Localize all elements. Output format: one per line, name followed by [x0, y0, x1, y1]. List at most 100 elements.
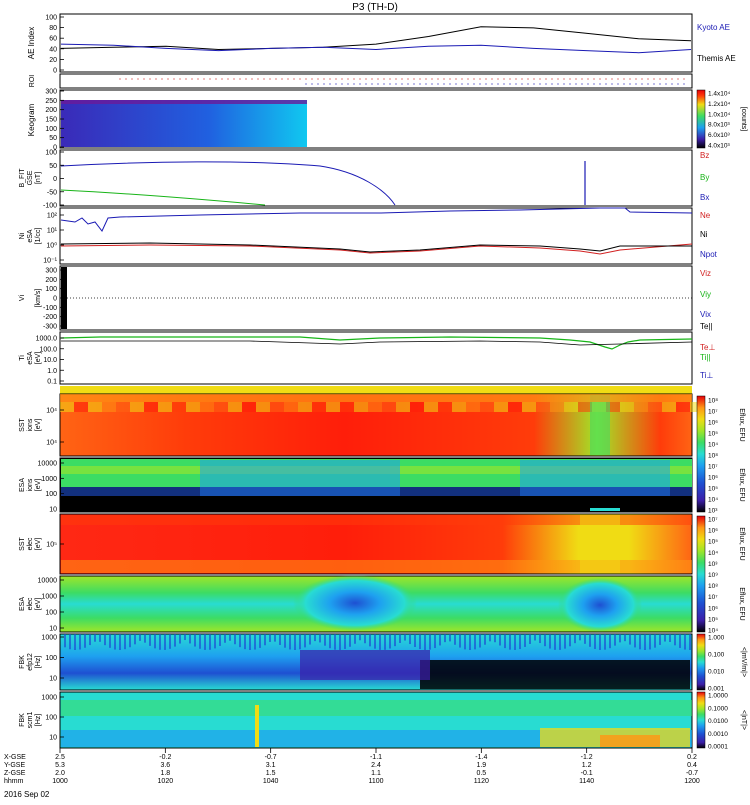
bfit-y-ticks: 100 50 0 -50 -100: [43, 150, 64, 210]
y-tick-label: -50: [47, 189, 57, 196]
roi-dot: [413, 78, 415, 80]
y-axis-label: SST: [19, 417, 26, 431]
roi-dot: [299, 78, 301, 80]
roi-dot: [521, 83, 523, 85]
fbk-efp-stripe: [484, 634, 486, 645]
fbk-efp-stripe: [104, 634, 106, 646]
vi-ylabel: Vi [km/s]: [19, 289, 42, 308]
sst-ions-bin: [550, 402, 564, 412]
roi-dot: [653, 83, 655, 85]
fbk-efp-colorbar-ticks: 1.000 0.100 0.010 0.001 <|mV/m|>: [708, 635, 747, 693]
time-row-value: 1200: [684, 778, 700, 785]
sst-ions-bin: [466, 402, 480, 412]
roi-dot: [353, 83, 355, 85]
fbk-efp-stripe: [74, 634, 76, 650]
esa-elec-blob-1: [293, 575, 417, 631]
roi-dot: [377, 78, 379, 80]
fbk-efp-stripe: [179, 634, 181, 644]
roi-dot: [587, 83, 589, 85]
roi-dot: [599, 78, 601, 80]
keogram-colorbar: [696, 89, 706, 149]
y-axis-label: Vi: [19, 295, 26, 302]
colorbar-tick-label: 10⁹: [708, 572, 718, 579]
time-row-value: 1140: [579, 778, 594, 785]
sst-ions-bin: [438, 402, 452, 412]
roi-dot: [617, 83, 619, 85]
roi-dot: [629, 83, 631, 85]
y-axis-label: scm1: [27, 712, 34, 729]
fbk-efp-stripe: [419, 634, 421, 650]
fbk-efp-stripe: [459, 634, 461, 648]
ti-y-ticks: 1000.0 100.0 10.0 1.0 0.1: [36, 336, 64, 386]
roi-dot: [287, 78, 289, 80]
fbk-efp-stripe: [534, 634, 536, 641]
roi-dot: [509, 83, 511, 85]
y-tick-label: 100: [45, 126, 57, 133]
fbk-efp-stripe: [624, 634, 626, 642]
fbk-efp-stripe: [654, 634, 656, 648]
fbk-efp-stripe: [99, 634, 101, 642]
fbk-efp-stripe: [324, 634, 326, 646]
colorbar-tick-label: 10⁷: [708, 409, 718, 416]
fbk-efp-stripe: [134, 634, 136, 645]
y-tick-label: 100: [45, 491, 57, 498]
fbk-efp-stripe: [289, 634, 291, 650]
roi-dot: [209, 78, 211, 80]
y-axis-label: Ti: [19, 355, 26, 361]
esa-elec-y-ticks: 10000 1000 100 10: [38, 578, 64, 633]
colorbar-tick-label: 0.0010: [708, 731, 728, 738]
sst-ions-bin: [536, 402, 550, 412]
y-axis-label: GSE: [27, 170, 34, 185]
roi-dot: [461, 83, 463, 85]
panel-bfit: 100 50 0 -50 -100 B_FIT GSE [nT] Bz By Bx: [19, 149, 709, 210]
fbk-efp-stripe: [539, 634, 541, 644]
fbk-efp-stripe: [84, 634, 86, 648]
fbk-efp-stripe: [299, 634, 301, 650]
colorbar-tick-label: 10⁷: [708, 517, 718, 524]
roi-dot: [599, 83, 601, 85]
fbk-efp-stripe: [174, 634, 176, 647]
roi-dot: [533, 78, 535, 80]
fbk-efp-stripe: [684, 634, 686, 650]
fbk-efp-stripe: [129, 634, 131, 648]
roi-dot: [497, 78, 499, 80]
fbk-efp-stripe: [109, 634, 111, 648]
esa-elec-blob-2: [558, 578, 642, 632]
roi-dot: [551, 83, 553, 85]
bfit-legend-bz: Bz: [700, 151, 709, 160]
y-tick-label: 1000: [41, 594, 57, 601]
y-tick-label: 100: [45, 150, 57, 157]
sst-ions-bin: [298, 402, 312, 412]
roi-dot: [473, 83, 475, 85]
fbk-efp-stripe: [644, 634, 646, 650]
y-axis-label: eSA: [27, 229, 34, 243]
y-tick-label: 10²: [47, 213, 58, 220]
roi-dot: [443, 78, 445, 80]
y-axis-label: ESA: [19, 478, 26, 492]
sst-ions-bin: [676, 402, 690, 412]
fbk-efp-stripe: [689, 634, 691, 650]
colorbar-tick-label: 10⁸: [708, 453, 718, 460]
fbk-efp-stripes: [64, 634, 691, 650]
time-row-value: 2.5: [55, 754, 65, 761]
time-row-label: hhmm: [4, 778, 24, 785]
sst-ions-bin: [480, 402, 494, 412]
roi-dot: [341, 83, 343, 85]
fbk-efp-stripe: [554, 634, 556, 650]
fbk-efp-stripe: [679, 634, 681, 648]
roi-dot: [515, 78, 517, 80]
fbk-efp-stripe: [569, 634, 571, 647]
fbk-efp-stripe: [79, 634, 81, 650]
y-tick-label: 0: [53, 176, 57, 183]
fbk-efp-stripe: [394, 634, 396, 647]
time-row-value: -1.4: [475, 754, 487, 761]
y-tick-label: 10¹: [47, 228, 58, 235]
sst-ions-bin: [88, 402, 102, 412]
roi-dot: [581, 78, 583, 80]
fbk-efp-stripe: [364, 634, 366, 644]
roi-dot: [455, 78, 457, 80]
roi-dot: [665, 78, 667, 80]
time-row-value: -0.1: [581, 770, 593, 777]
roi-dot: [635, 78, 637, 80]
